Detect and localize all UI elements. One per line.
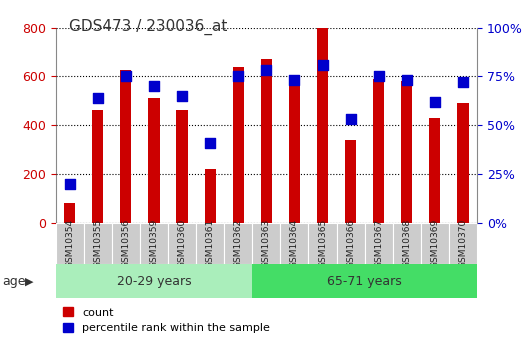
Point bbox=[65, 181, 74, 186]
Text: GSM10365: GSM10365 bbox=[318, 219, 327, 268]
Bar bbox=[337, 223, 365, 264]
Bar bbox=[449, 223, 477, 264]
Point bbox=[430, 99, 439, 105]
Point bbox=[318, 62, 326, 67]
Bar bbox=[92, 110, 103, 223]
Text: ▶: ▶ bbox=[25, 276, 34, 286]
Text: GSM10366: GSM10366 bbox=[346, 219, 355, 268]
Bar bbox=[176, 110, 188, 223]
Point bbox=[149, 83, 158, 89]
Point bbox=[121, 73, 130, 79]
Text: GDS473 / 230036_at: GDS473 / 230036_at bbox=[69, 19, 227, 35]
Text: GSM10362: GSM10362 bbox=[234, 219, 243, 268]
Bar bbox=[56, 264, 252, 298]
Text: 20-29 years: 20-29 years bbox=[117, 275, 191, 288]
Bar bbox=[84, 223, 112, 264]
Bar bbox=[168, 223, 196, 264]
Bar bbox=[393, 223, 421, 264]
Point bbox=[290, 78, 298, 83]
Text: GSM10355: GSM10355 bbox=[93, 219, 102, 268]
Text: GSM10356: GSM10356 bbox=[121, 219, 130, 268]
Bar bbox=[308, 223, 337, 264]
Point bbox=[262, 68, 270, 73]
Point bbox=[347, 117, 355, 122]
Bar bbox=[56, 223, 84, 264]
Text: GSM10370: GSM10370 bbox=[458, 219, 467, 268]
Bar bbox=[365, 223, 393, 264]
Bar bbox=[140, 223, 168, 264]
Bar bbox=[345, 140, 356, 223]
Bar bbox=[252, 223, 280, 264]
Point bbox=[403, 78, 411, 83]
Bar bbox=[429, 118, 440, 223]
Bar bbox=[233, 67, 244, 223]
Bar bbox=[373, 79, 384, 223]
Text: GSM10354: GSM10354 bbox=[65, 219, 74, 268]
Point bbox=[374, 73, 383, 79]
Bar bbox=[205, 169, 216, 223]
Text: GSM10360: GSM10360 bbox=[178, 219, 187, 268]
Text: GSM10363: GSM10363 bbox=[262, 219, 271, 268]
Bar bbox=[317, 28, 328, 223]
Legend: count, percentile rank within the sample: count, percentile rank within the sample bbox=[58, 303, 274, 338]
Bar bbox=[421, 223, 449, 264]
Text: GSM10367: GSM10367 bbox=[374, 219, 383, 268]
Bar bbox=[64, 203, 75, 223]
Bar bbox=[280, 223, 308, 264]
Bar bbox=[289, 81, 300, 223]
Bar bbox=[196, 223, 224, 264]
Text: 65-71 years: 65-71 years bbox=[327, 275, 402, 288]
Text: age: age bbox=[3, 275, 26, 288]
Bar bbox=[224, 223, 252, 264]
Text: GSM10359: GSM10359 bbox=[149, 219, 158, 268]
Point bbox=[93, 95, 102, 100]
Text: GSM10369: GSM10369 bbox=[430, 219, 439, 268]
Point bbox=[206, 140, 214, 145]
Bar bbox=[261, 59, 272, 223]
Point bbox=[234, 73, 242, 79]
Bar bbox=[148, 98, 160, 223]
Text: GSM10361: GSM10361 bbox=[206, 219, 215, 268]
Point bbox=[458, 79, 467, 85]
Bar bbox=[120, 70, 131, 223]
Text: GSM10364: GSM10364 bbox=[290, 219, 299, 268]
Text: GSM10368: GSM10368 bbox=[402, 219, 411, 268]
Point bbox=[178, 93, 187, 99]
Bar bbox=[252, 264, 477, 298]
Bar bbox=[112, 223, 140, 264]
Bar bbox=[457, 103, 469, 223]
Bar bbox=[401, 81, 412, 223]
